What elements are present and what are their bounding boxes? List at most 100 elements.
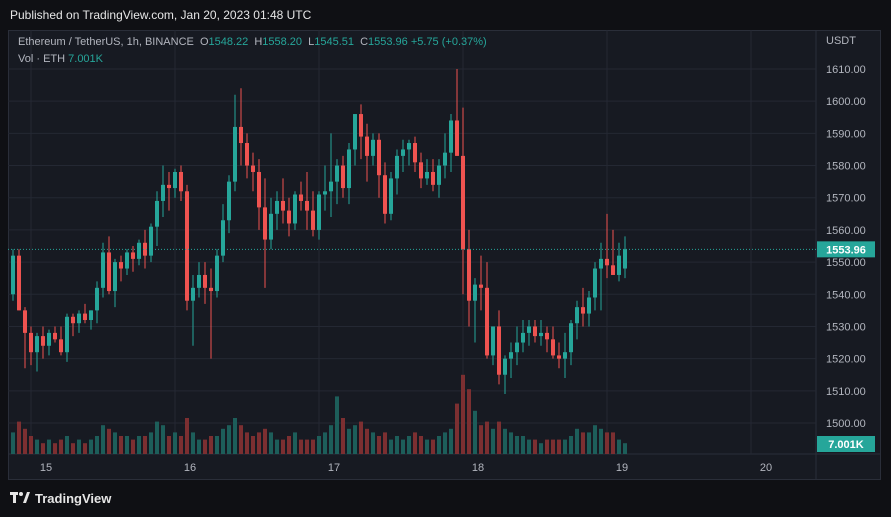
candle-body <box>473 284 477 301</box>
candle-body <box>11 255 15 295</box>
candle-body <box>461 155 465 250</box>
candle-body <box>233 126 237 182</box>
candle-body <box>437 165 441 185</box>
volume-bar <box>329 425 333 454</box>
candle-body <box>239 126 243 144</box>
volume-bar <box>59 439 63 454</box>
candle-body <box>245 143 249 166</box>
candle-body <box>365 136 369 156</box>
symbol-title[interactable]: Ethereum / TetherUS, 1h, BINANCE <box>18 36 194 48</box>
symbol-legend: Ethereum / TetherUS, 1h, BINANCE O1548.2… <box>18 36 487 48</box>
volume-bar <box>527 439 531 454</box>
candle-body <box>479 284 483 288</box>
candle-body <box>395 155 399 179</box>
volume-bar <box>365 428 369 454</box>
volume-bar <box>209 436 213 454</box>
volume-bar <box>149 432 153 454</box>
candle-body <box>137 242 141 259</box>
x-tick-label: 19 <box>616 462 628 474</box>
y-tick-label: 1530.00 <box>826 321 866 333</box>
volume-bar <box>77 439 81 454</box>
volume-bar <box>83 443 87 454</box>
volume-bar <box>107 428 111 454</box>
volume-bar <box>617 439 621 454</box>
volume-bar <box>41 443 45 454</box>
last-price-tag <box>817 241 875 258</box>
candle-body <box>125 252 129 269</box>
candlestick-chart[interactable]: 1500.00 1510.00 1520.00 1530.00 1540.00 1550.… <box>8 30 881 480</box>
candle-body <box>41 336 45 346</box>
volume-bar <box>119 436 123 454</box>
volume-bar <box>71 443 75 454</box>
x-tick-label: 18 <box>472 462 484 474</box>
volume-bar <box>605 432 609 454</box>
volume-bar <box>227 425 231 454</box>
last-price-label: 1553.96 <box>826 244 866 256</box>
last-volume-label: 7.001K <box>828 439 864 451</box>
candle-body <box>581 307 585 314</box>
volume-bar <box>593 425 597 454</box>
y-tick-label: 1540.00 <box>826 289 866 301</box>
volume-bar <box>167 436 171 454</box>
candle-body <box>83 313 87 321</box>
candle-body <box>377 139 381 176</box>
close-value: 1553.96 <box>368 36 408 48</box>
volume-bar <box>515 436 519 454</box>
candle-body <box>251 165 255 172</box>
candle-body <box>71 316 75 324</box>
candle-body <box>197 274 201 288</box>
y-tick-label: 1550.00 <box>826 257 866 269</box>
candle-body <box>323 191 327 195</box>
candle-body <box>179 171 183 192</box>
candle-body <box>587 297 591 314</box>
volume-bar <box>413 432 417 454</box>
candle-body <box>383 175 387 214</box>
volume-bar <box>497 421 501 454</box>
candle-body <box>599 258 603 269</box>
candle-body <box>359 114 363 137</box>
candle-body <box>443 152 447 166</box>
volume-bar <box>569 436 573 454</box>
candle-body <box>509 352 513 359</box>
candle-body <box>533 326 537 337</box>
candle-body <box>161 184 165 201</box>
candle-body <box>305 200 309 211</box>
candle-body <box>545 332 549 340</box>
candle-body <box>491 326 495 356</box>
currency-label: USDT <box>826 35 856 47</box>
volume-bar <box>587 432 591 454</box>
candle-body <box>287 210 291 224</box>
candle-body <box>617 255 621 275</box>
volume-bar <box>461 374 465 454</box>
y-tick-label: 1570.00 <box>826 193 866 205</box>
candle-body <box>257 171 261 208</box>
volume-bar <box>113 432 117 454</box>
candle-body <box>515 342 519 353</box>
published-header: Published on TradingView.com, Jan 20, 20… <box>10 8 312 22</box>
volume-bar <box>479 425 483 454</box>
candle-body <box>485 287 489 356</box>
candle-body <box>293 194 297 224</box>
volume-bar <box>257 432 261 454</box>
volume-bar <box>353 425 357 454</box>
volume-bar <box>599 428 603 454</box>
candle-body <box>521 332 525 343</box>
tradingview-footer[interactable]: TradingView <box>10 491 111 507</box>
volume-bar <box>377 436 381 454</box>
candle-body <box>167 184 171 189</box>
x-tick-label: 20 <box>760 462 772 474</box>
volume-bar <box>233 418 237 454</box>
volume-bar <box>455 403 459 454</box>
candle-body <box>575 307 579 324</box>
candle-body <box>263 207 267 240</box>
candle-body <box>593 268 597 298</box>
volume-bar <box>347 428 351 454</box>
chart-frame[interactable] <box>8 30 881 480</box>
volume-label[interactable]: Vol · ETH <box>18 53 66 65</box>
y-tick-label: 1590.00 <box>826 128 866 140</box>
volume-bar <box>65 436 69 454</box>
x-tick-label: 17 <box>328 462 340 474</box>
y-tick-label: 1500.00 <box>826 418 866 430</box>
candle-body <box>299 194 303 201</box>
volume-bar <box>191 432 195 454</box>
